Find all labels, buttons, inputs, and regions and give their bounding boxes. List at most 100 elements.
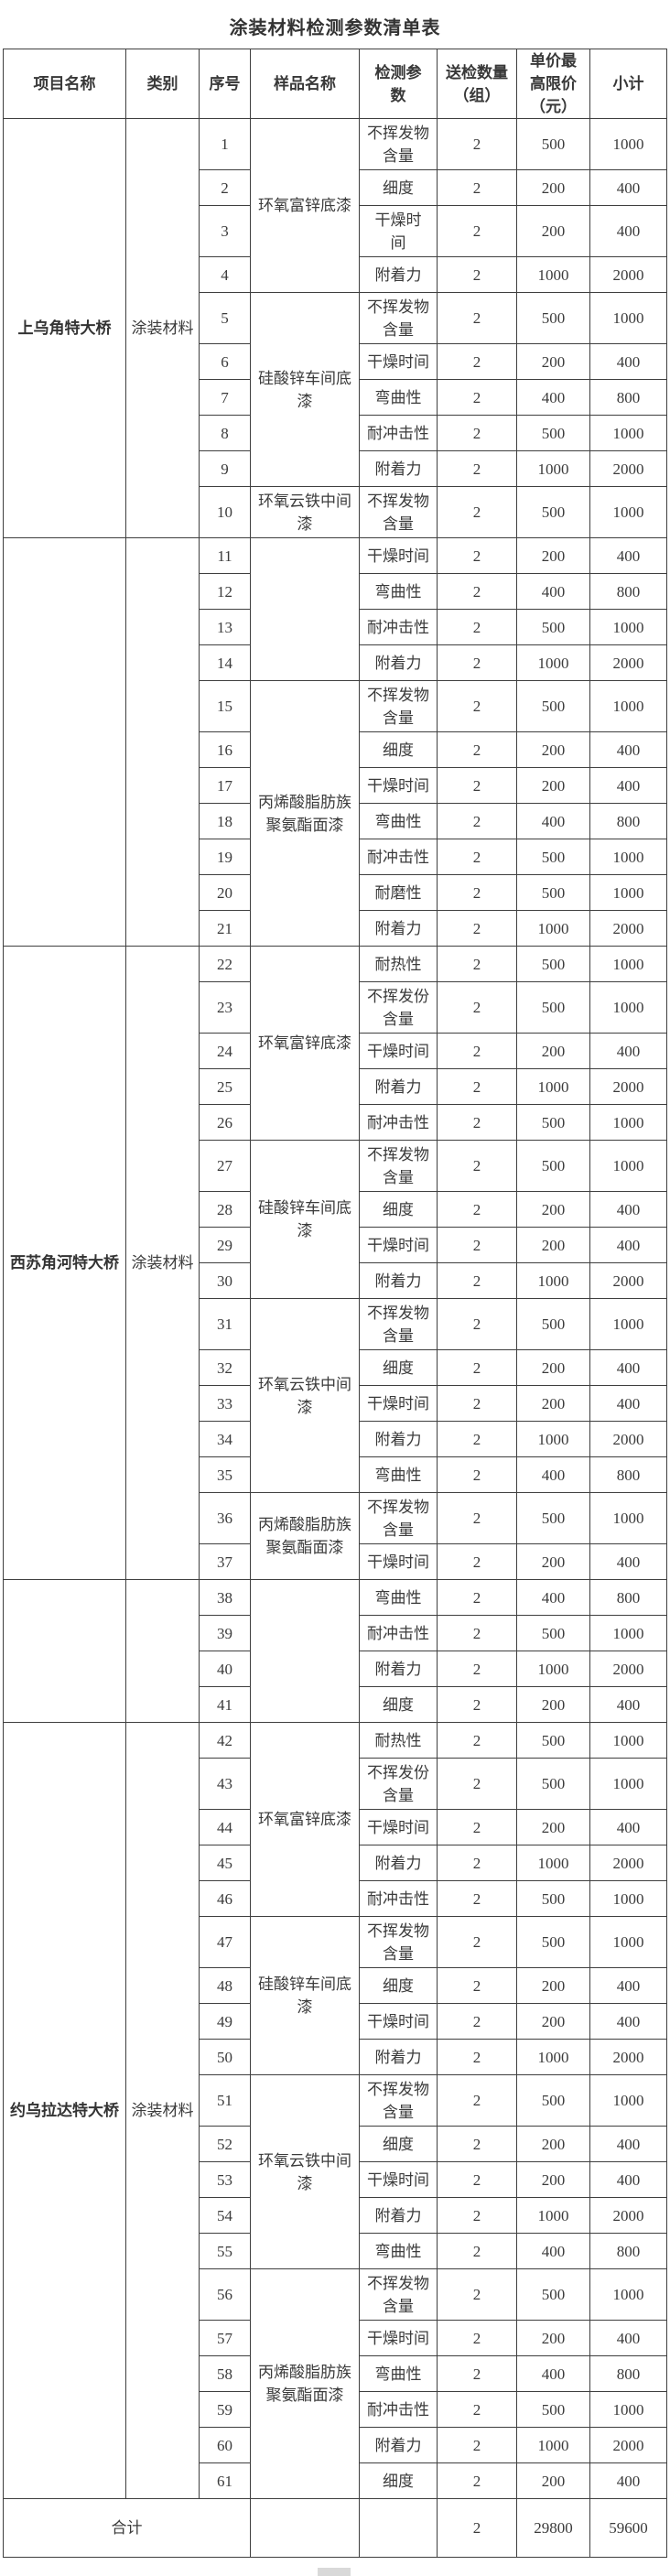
qty-cell: 2 — [437, 874, 517, 911]
price-cell: 200 — [516, 537, 590, 574]
subtotal-cell: 400 — [589, 2003, 667, 2040]
subtotal-cell: 800 — [589, 379, 667, 416]
header-unit-price: 单价最 高限价 （元） — [516, 49, 590, 119]
table-row: 26 耐冲击性 2 500 1000 — [4, 1104, 667, 1141]
subtotal-cell: 1000 — [589, 1298, 667, 1350]
price-cell: 500 — [516, 292, 590, 344]
subtotal-cell: 400 — [589, 1686, 667, 1723]
price-cell: 500 — [516, 1298, 590, 1350]
subtotal-cell: 1000 — [589, 415, 667, 451]
price-cell: 500 — [516, 1140, 590, 1192]
price-cell: 200 — [516, 1033, 590, 1069]
serial-cell: 11 — [199, 537, 251, 574]
price-cell: 1000 — [516, 910, 590, 947]
param-cell: 耐冲击性 — [359, 1615, 438, 1651]
qty-cell: 2 — [437, 537, 517, 574]
qty-cell: 2 — [437, 1456, 517, 1493]
header-serial: 序号 — [199, 49, 251, 119]
qty-cell: 2 — [437, 1916, 517, 1968]
table-row: 4 附着力 2 1000 2000 — [4, 256, 667, 293]
serial-cell: 21 — [199, 910, 251, 947]
price-cell: 200 — [516, 2161, 590, 2198]
price-cell: 500 — [516, 415, 590, 451]
qty-cell: 2 — [437, 981, 517, 1034]
qty-cell: 2 — [437, 415, 517, 451]
price-cell: 200 — [516, 169, 590, 206]
table-row: 6 干燥时间 2 200 400 — [4, 343, 667, 380]
param-cell: 干燥时 间 — [359, 205, 438, 257]
qty-cell: 2 — [437, 256, 517, 293]
param-cell: 干燥时间 — [359, 2161, 438, 2198]
price-cell: 500 — [516, 2268, 590, 2321]
param-cell: 附着力 — [359, 256, 438, 293]
subtotal-cell: 400 — [589, 731, 667, 768]
qty-cell: 2 — [437, 1845, 517, 1881]
table-row: 西苏角河特大桥 涂装材料 22 环氧富锌底漆 耐热性 2 500 1000 — [3, 946, 667, 1580]
subtotal-cell: 400 — [589, 1191, 667, 1228]
price-cell: 500 — [516, 1758, 590, 1810]
param-cell: 耐冲击性 — [359, 1104, 438, 1141]
serial-cell: 30 — [199, 1262, 251, 1299]
price-cell: 200 — [516, 1686, 590, 1723]
subtotal-cell: 1000 — [589, 2391, 667, 2428]
qty-cell: 2 — [437, 2320, 517, 2356]
sample-cell: 硅酸锌车间底 漆 — [250, 1916, 360, 2075]
serial-cell: 51 — [199, 2074, 251, 2127]
subtotal-cell: 2000 — [589, 256, 667, 293]
subtotal-cell: 2000 — [589, 1845, 667, 1881]
price-cell: 1000 — [516, 256, 590, 293]
header-category: 类别 — [125, 49, 200, 119]
serial-cell: 1 — [199, 118, 251, 170]
subtotal-cell: 1000 — [589, 1615, 667, 1651]
subtotal-cell: 2000 — [589, 1421, 667, 1457]
serial-cell: 5 — [199, 292, 251, 344]
table-row: 58 弯曲性 2 400 800 — [4, 2355, 667, 2392]
param-cell: 弯曲性 — [359, 379, 438, 416]
price-cell: 500 — [516, 2074, 590, 2127]
qty-cell: 2 — [437, 839, 517, 875]
category-cell: 涂装材料 — [125, 946, 200, 1580]
table-row: 20 耐磨性 2 500 1000 — [4, 874, 667, 911]
price-cell: 400 — [516, 573, 590, 610]
subtotal-cell: 400 — [589, 205, 667, 257]
price-cell: 500 — [516, 680, 590, 732]
param-cell: 耐冲击性 — [359, 609, 438, 645]
total-qty-cell: 2 — [437, 2498, 517, 2558]
table-row: 39 耐冲击性 2 500 1000 — [4, 1615, 667, 1651]
price-cell: 400 — [516, 2355, 590, 2392]
table-row: 15 丙烯酸脂肪族 聚氨酯面漆 不挥发物 含量 2 500 1000 — [4, 680, 667, 947]
subtotal-cell: 800 — [589, 1579, 667, 1616]
param-cell: 附着力 — [359, 1845, 438, 1881]
serial-cell: 17 — [199, 767, 251, 804]
subtotal-cell: 1000 — [589, 1722, 667, 1759]
serial-cell: 35 — [199, 1456, 251, 1493]
qty-cell: 2 — [437, 1104, 517, 1141]
qty-cell: 2 — [437, 379, 517, 416]
qty-cell: 2 — [437, 1298, 517, 1350]
param-cell: 弯曲性 — [359, 1579, 438, 1616]
qty-cell: 2 — [437, 1615, 517, 1651]
sample-cell: 环氧富锌底漆 — [250, 1722, 360, 1917]
table-row: 44 干燥时间 2 200 400 — [4, 1809, 667, 1845]
serial-cell: 4 — [199, 256, 251, 293]
table-row: 10 环氧云铁中间 漆不挥发物 含量 2 500 1000 — [4, 486, 667, 538]
sample-cell: 丙烯酸脂肪族 聚氨酯面漆 — [250, 680, 360, 947]
table-row: 2 细度 2 200 400 — [4, 169, 667, 206]
qty-cell: 2 — [437, 1543, 517, 1580]
param-cell: 不挥发物 含量 — [359, 292, 438, 344]
serial-cell: 49 — [199, 2003, 251, 2040]
subtotal-cell: 1000 — [589, 874, 667, 911]
param-cell: 不挥发物 含量 — [359, 1492, 438, 1544]
sample-cell: 环氧云铁中间 漆 — [250, 2074, 360, 2269]
subtotal-cell: 2000 — [589, 910, 667, 947]
subtotal-cell: 2000 — [589, 1262, 667, 1299]
subtotal-cell: 800 — [589, 803, 667, 839]
sample-cell: 环氧富锌底漆 — [250, 118, 360, 293]
param-cell: 附着力 — [359, 2039, 438, 2075]
project-cell: 西苏角河特大桥 — [3, 946, 126, 1580]
param-cell: 不挥发物 含量 — [359, 2074, 438, 2127]
param-cell: 耐冲击性 — [359, 839, 438, 875]
serial-cell: 9 — [199, 450, 251, 487]
subtotal-cell: 400 — [589, 1967, 667, 2004]
price-cell: 500 — [516, 486, 590, 538]
